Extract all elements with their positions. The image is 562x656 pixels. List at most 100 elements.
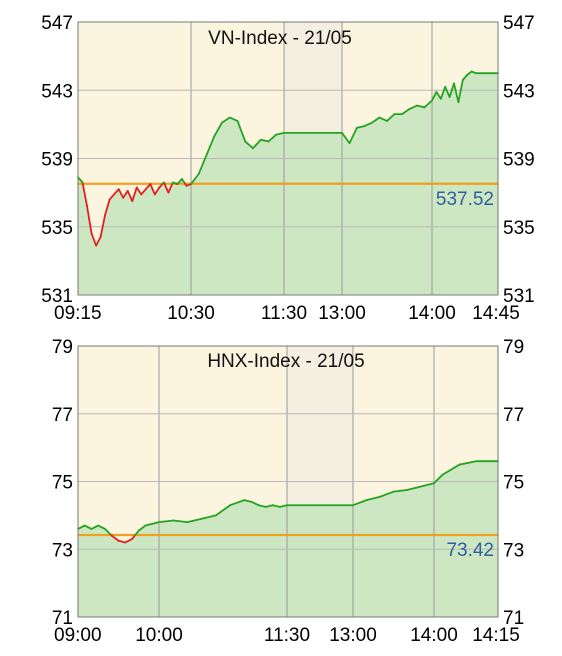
x-tick-label: 10:00	[135, 625, 183, 646]
chart-title: HNX-Index - 21/05	[207, 351, 364, 372]
series-segment	[83, 524, 93, 530]
series-segment	[461, 73, 469, 81]
y-tick-label-right: 539	[503, 150, 535, 171]
series-segment	[450, 463, 461, 471]
series-segment	[186, 517, 203, 524]
y-tick-label-left: 547	[41, 13, 73, 34]
series-segment	[341, 132, 351, 145]
series-segment	[267, 133, 278, 143]
series-segment	[172, 519, 189, 524]
series-segment	[151, 521, 160, 525]
series-segment	[378, 116, 388, 122]
y-tick-label-left: 531	[41, 286, 73, 307]
y-tick-label-right: 547	[503, 13, 535, 34]
series-segment	[134, 529, 140, 536]
series-segment	[257, 504, 267, 508]
series-segment	[117, 188, 125, 199]
chart-panel-2: 73.42 HNX-Index - 21/05 79 79 77 77 75 75 73 73 71…	[52, 337, 524, 646]
series-segment	[458, 461, 470, 466]
series-segment	[423, 99, 433, 109]
chart-panel-1: 537.52 VN-Index - 21/05 547 547 543 543 539 539…	[41, 13, 534, 324]
series-segment	[158, 519, 175, 524]
series-segment	[363, 121, 373, 127]
series-segment	[77, 524, 86, 530]
series-segment	[244, 140, 254, 150]
x-tick-label: 14:15	[472, 625, 520, 646]
series-segment	[229, 499, 246, 507]
series-segment	[163, 182, 170, 194]
series-segment	[278, 504, 288, 508]
series-segment	[77, 176, 84, 184]
x-tick-label: 14:45	[472, 303, 520, 324]
x-tick-label: 13:00	[329, 625, 377, 646]
series-segment	[144, 183, 152, 191]
series-segment	[431, 91, 438, 102]
series-segment	[439, 85, 447, 100]
series-segment	[419, 482, 435, 488]
series-segment	[104, 198, 111, 216]
series-segment	[444, 85, 451, 98]
series-segment	[356, 125, 366, 129]
series-segment	[433, 473, 444, 485]
series-segment	[371, 116, 381, 124]
series-segment	[213, 121, 223, 138]
y-tick-label-right: 75	[503, 473, 524, 494]
series-segment	[453, 82, 460, 104]
plot-frame	[77, 21, 499, 296]
series-segment	[392, 489, 408, 493]
y-tick-label-left: 71	[52, 608, 73, 629]
series-segment	[441, 468, 452, 476]
y-tick-label-right: 531	[503, 286, 535, 307]
series-segment	[176, 178, 183, 185]
plot-frame	[77, 345, 499, 618]
series-segment	[149, 183, 156, 196]
chart-title: VN-Index - 21/05	[208, 28, 352, 49]
y-tick-label-right: 535	[503, 218, 535, 239]
series-segment	[365, 495, 381, 502]
series-segment	[126, 190, 134, 203]
series-segment	[252, 138, 262, 150]
series-segment	[181, 178, 187, 185]
series-segment	[457, 79, 464, 104]
series-segment	[113, 188, 120, 196]
series-segment	[236, 120, 247, 143]
x-tick-label: 13:00	[318, 303, 366, 324]
series-segment	[466, 70, 473, 76]
series-segment	[221, 116, 231, 124]
series-segment	[214, 504, 232, 517]
y-tick-label-right: 77	[503, 405, 524, 426]
y-tick-label-right: 79	[503, 337, 524, 358]
series-segment	[90, 524, 100, 530]
series-segment	[144, 522, 154, 527]
series-segment	[97, 524, 106, 530]
x-tick-label: 14:00	[408, 303, 456, 324]
y-tick-label-right: 543	[503, 81, 535, 102]
y-tick-label-left: 543	[41, 81, 73, 102]
series-segment	[190, 172, 200, 185]
series-segment	[243, 499, 253, 503]
series-segment	[95, 236, 102, 247]
x-tick-label: 11:30	[261, 303, 307, 324]
x-tick-label: 09:00	[54, 625, 102, 646]
series-segment	[108, 193, 116, 201]
series-segment	[228, 116, 239, 122]
series-segment	[135, 186, 143, 196]
series-segment	[406, 485, 422, 491]
x-tick-label: 14:00	[410, 625, 458, 646]
series-segment	[99, 213, 107, 238]
series-segment	[200, 514, 217, 520]
series-segment	[467, 460, 478, 464]
series-segment	[167, 182, 174, 194]
x-tick-label: 11:30	[264, 625, 310, 646]
y-tick-label-left: 535	[41, 218, 73, 239]
series-segment	[81, 182, 88, 208]
y-tick-label-left: 79	[52, 337, 73, 358]
area-fill	[78, 461, 498, 617]
series-segment	[124, 538, 133, 544]
reference-value-label: 537.52	[436, 189, 494, 210]
series-segment	[122, 190, 129, 199]
series-segment	[348, 126, 358, 145]
series-segment	[104, 528, 112, 536]
